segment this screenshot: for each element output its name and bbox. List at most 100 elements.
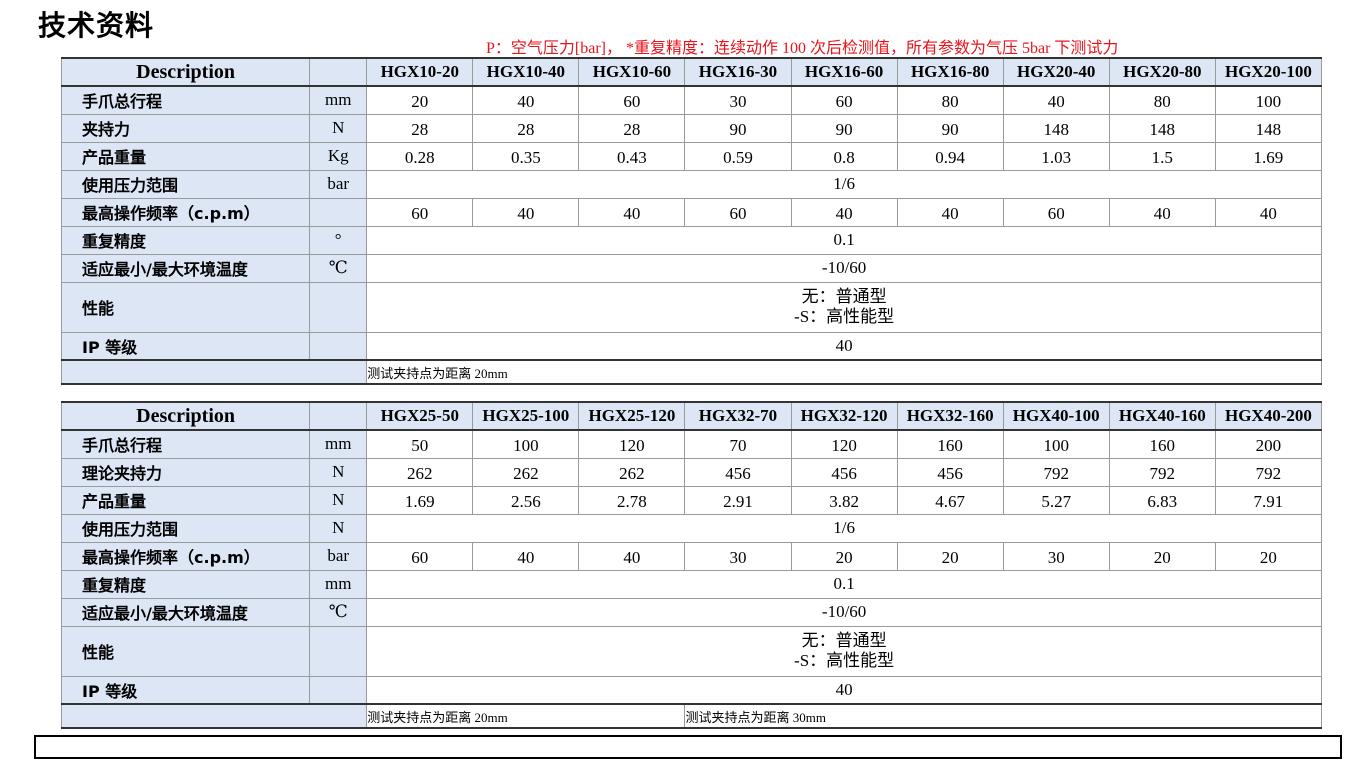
model-header: HGX32-120 xyxy=(790,401,898,431)
value-cell: 40 xyxy=(790,197,898,227)
value-cell: 20 xyxy=(366,85,474,115)
row-label: 性能 xyxy=(60,281,311,333)
value-line: 无：普通型 xyxy=(801,631,887,650)
row-unit: ℃ xyxy=(309,253,368,283)
row-label: IP 等级 xyxy=(60,675,311,705)
value-cell: 40 xyxy=(1108,197,1216,227)
value-cell: 60 xyxy=(1002,197,1110,227)
value-cell: 30 xyxy=(684,85,792,115)
model-header: HGX10-60 xyxy=(578,57,686,87)
value-cell: 456 xyxy=(790,457,898,487)
value-cell: 456 xyxy=(896,457,1004,487)
value-cell: 2.91 xyxy=(684,485,792,515)
value-cell: 80 xyxy=(1108,85,1216,115)
span-value-cell: 无：普通型 -S：高性能型 xyxy=(366,281,1322,333)
value-cell: 1.69 xyxy=(1214,141,1323,171)
span-value-cell: 1/6 xyxy=(366,513,1322,543)
value-cell: 2.78 xyxy=(578,485,686,515)
footnote-blank xyxy=(60,359,368,385)
unit-header xyxy=(309,401,368,431)
footnote-row: 测试夹持点为距离 20mm xyxy=(60,359,1322,385)
unit-header xyxy=(309,57,368,87)
header-row: Description HGX25-50 HGX25-100 HGX25-120 HGX… xyxy=(60,401,1323,431)
row-label: 使用压力范围 xyxy=(60,169,311,199)
value-cell: 7.91 xyxy=(1214,485,1323,515)
row-label: 性能 xyxy=(60,625,311,677)
span-value-cell: -10/60 xyxy=(366,597,1322,627)
value-cell: 20 xyxy=(1214,541,1323,571)
value-cell: 262 xyxy=(472,457,580,487)
model-header: HGX32-70 xyxy=(684,401,792,431)
value-cell: 5.27 xyxy=(1002,485,1110,515)
value-cell: 0.35 xyxy=(472,141,580,171)
value-cell: 40 xyxy=(578,197,686,227)
value-cell: 3.82 xyxy=(790,485,898,515)
value-cell: 262 xyxy=(366,457,474,487)
value-line: -S：高性能型 xyxy=(794,651,895,670)
spec-row: 性能 无：普通型 -S：高性能型 xyxy=(60,625,1322,677)
row-label: 适应最小/最大环境温度 xyxy=(60,597,311,627)
value-cell: 50 xyxy=(366,429,474,459)
value-cell: 40 xyxy=(1002,85,1110,115)
model-header: HGX16-30 xyxy=(684,57,792,87)
model-header: HGX20-100 xyxy=(1214,57,1323,87)
value-cell: 40 xyxy=(472,541,580,571)
span-value-cell: 无：普通型 -S：高性能型 xyxy=(366,625,1322,677)
value-cell: 120 xyxy=(578,429,686,459)
model-header: HGX20-40 xyxy=(1002,57,1110,87)
row-label: 手爪总行程 xyxy=(60,85,311,115)
value-cell: 60 xyxy=(790,85,898,115)
row-unit: Kg xyxy=(309,141,368,171)
row-label: 重复精度 xyxy=(60,569,311,599)
row-label: IP 等级 xyxy=(60,331,311,361)
spec-row: 性能 无：普通型 -S：高性能型 xyxy=(60,281,1322,333)
model-header: HGX10-20 xyxy=(366,57,474,87)
value-line: -S：高性能型 xyxy=(794,307,895,326)
value-cell: 148 xyxy=(1108,113,1216,143)
spec-row: 最高操作频率（c.p.m） 60 40 40 60 40 40 60 40 40 xyxy=(60,197,1323,227)
row-unit: mm xyxy=(309,85,368,115)
row-label: 重复精度 xyxy=(60,225,311,255)
value-cell: 100 xyxy=(1214,85,1323,115)
value-cell: 148 xyxy=(1214,113,1323,143)
model-header: HGX40-200 xyxy=(1214,401,1323,431)
value-cell: 28 xyxy=(472,113,580,143)
value-cell: 456 xyxy=(684,457,792,487)
row-unit: ℃ xyxy=(309,597,368,627)
row-unit: N xyxy=(309,485,368,515)
value-cell: 0.94 xyxy=(896,141,1004,171)
row-unit xyxy=(309,675,368,705)
row-label: 理论夹持力 xyxy=(60,457,311,487)
span-value-cell: 40 xyxy=(366,675,1322,705)
page-title: 技术资料 xyxy=(38,9,155,42)
row-label: 最高操作频率（c.p.m） xyxy=(60,541,311,571)
value-cell: 90 xyxy=(684,113,792,143)
spec-row: IP 等级 40 xyxy=(60,331,1322,361)
row-unit xyxy=(309,197,368,227)
row-unit: ° xyxy=(309,225,368,255)
value-cell: 30 xyxy=(1002,541,1110,571)
model-header: HGX25-50 xyxy=(366,401,474,431)
row-unit xyxy=(309,331,368,361)
value-cell: 2.56 xyxy=(472,485,580,515)
row-unit: mm xyxy=(309,569,368,599)
spec-row: 重复精度 ° 0.1 xyxy=(60,225,1322,255)
value-cell: 40 xyxy=(896,197,1004,227)
spec-row: 手爪总行程 mm 50 100 120 70 120 160 100 160 200 xyxy=(60,429,1323,459)
description-header: Description xyxy=(60,57,311,87)
span-value-cell: -10/60 xyxy=(366,253,1322,283)
value-cell: 40 xyxy=(472,85,580,115)
row-label: 最高操作频率（c.p.m） xyxy=(60,197,311,227)
value-cell: 160 xyxy=(1108,429,1216,459)
model-header: HGX25-100 xyxy=(472,401,580,431)
value-cell: 4.67 xyxy=(896,485,1004,515)
value-cell: 30 xyxy=(684,541,792,571)
value-cell: 262 xyxy=(578,457,686,487)
value-cell: 792 xyxy=(1108,457,1216,487)
value-cell: 792 xyxy=(1002,457,1110,487)
value-cell: 1.03 xyxy=(1002,141,1110,171)
footnote: 测试夹持点为距离 20mm xyxy=(366,703,686,729)
value-cell: 80 xyxy=(896,85,1004,115)
footnote: 测试夹持点为距离 20mm xyxy=(366,359,1322,385)
value-cell: 60 xyxy=(366,541,474,571)
